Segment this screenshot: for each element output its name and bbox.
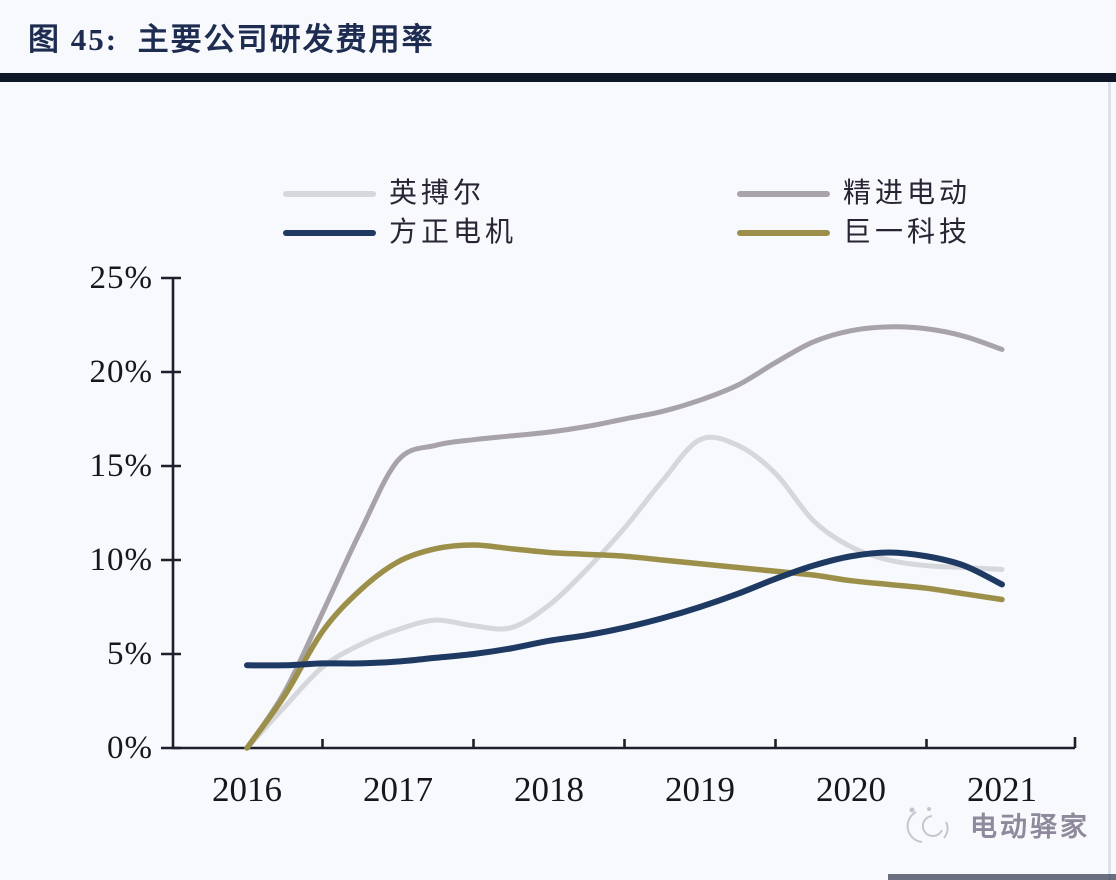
legend-swatch-fangzheng-motor bbox=[283, 230, 376, 236]
series-line-1 bbox=[244, 324, 1005, 751]
y-axis-label: 20% bbox=[89, 354, 153, 390]
bottom-edge-rule-fragment bbox=[888, 874, 1116, 880]
series-line-0 bbox=[244, 434, 1005, 751]
y-axis-label: 15% bbox=[89, 448, 153, 484]
watermark: 电动驿家 bbox=[902, 800, 1090, 848]
legend-label: 英搏尔 bbox=[389, 178, 486, 209]
series-line-3 bbox=[244, 542, 1005, 751]
x-axis-label: 2021 bbox=[967, 770, 1037, 809]
legend-swatch-juyi-tech bbox=[737, 230, 830, 236]
legend-swatch-jingjin-electric bbox=[737, 191, 830, 197]
y-axis-label: 0% bbox=[107, 730, 153, 766]
x-axis-label: 2019 bbox=[665, 770, 735, 809]
page-right-edge-line bbox=[1108, 82, 1111, 880]
legend-item-yingboer: 英搏尔 bbox=[283, 178, 485, 210]
legend-label: 巨一科技 bbox=[843, 217, 972, 248]
x-axis-label: 2018 bbox=[514, 770, 584, 809]
series-line-2 bbox=[244, 549, 1005, 669]
y-axis-label: 25% bbox=[89, 260, 153, 296]
legend-label: 精进电动 bbox=[843, 178, 972, 209]
watermark-logo-icon bbox=[906, 807, 949, 843]
title-rule bbox=[0, 73, 1116, 82]
x-axis-label: 2017 bbox=[363, 770, 433, 809]
legend-swatch-yingboer bbox=[283, 191, 376, 197]
watermark-text: 电动驿家 bbox=[970, 811, 1090, 842]
figure-title: 图 45: 主要公司研发费用率 bbox=[28, 22, 435, 57]
legend-item-juyi-tech: 巨一科技 bbox=[737, 217, 971, 249]
legend-item-fangzheng-motor: 方正电机 bbox=[283, 217, 517, 249]
x-axis-label: 2020 bbox=[816, 770, 886, 809]
legend-item-jingjin-electric: 精进电动 bbox=[737, 178, 971, 210]
legend-label: 方正电机 bbox=[389, 217, 518, 248]
y-axis-label: 10% bbox=[89, 542, 153, 578]
y-axis-label: 5% bbox=[107, 636, 153, 672]
x-axis-label: 2016 bbox=[212, 770, 282, 809]
